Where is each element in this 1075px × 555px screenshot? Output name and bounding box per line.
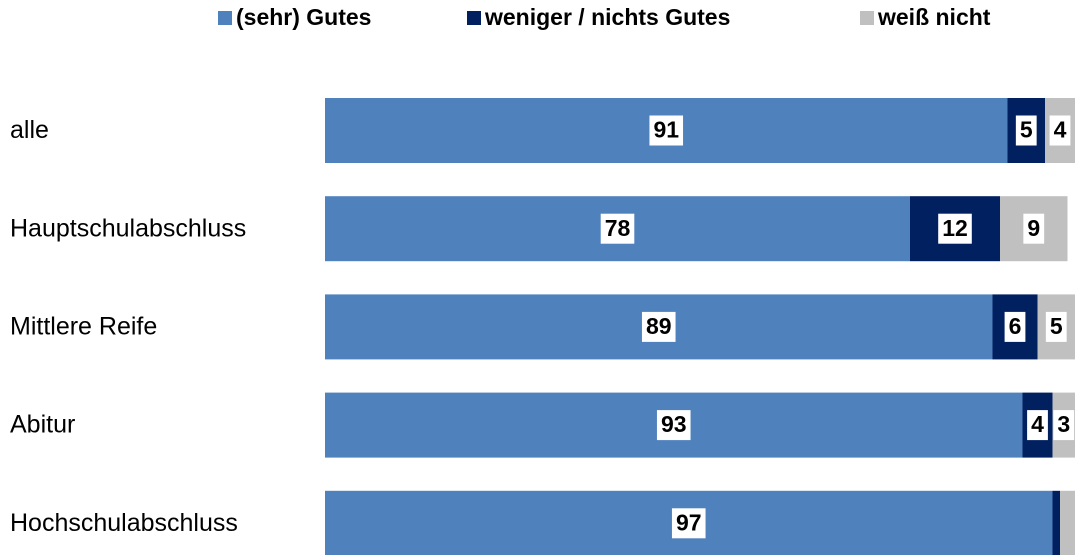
value-label-bg — [1015, 115, 1037, 146]
value-label: 4 — [1031, 411, 1044, 437]
legend-label: (sehr) Gutes — [236, 4, 371, 30]
bar-segment — [1060, 490, 1075, 555]
legend-label: weniger / nichts Gutes — [484, 4, 730, 30]
value-label-bg — [649, 115, 684, 146]
value-label: 3 — [1057, 411, 1070, 437]
legend-swatch — [467, 11, 481, 25]
value-label: 78 — [605, 215, 631, 241]
value-label: 5 — [1050, 313, 1063, 339]
value-label-bg — [656, 410, 691, 441]
value-label-bg — [1053, 410, 1075, 441]
value-label: 9 — [1027, 215, 1040, 241]
value-label-bg — [1004, 311, 1026, 342]
legend-swatch — [860, 11, 874, 25]
category-label: alle — [10, 116, 49, 144]
value-label: 91 — [653, 117, 679, 143]
value-label-bg — [938, 213, 972, 244]
category-label: Hochschulabschluss — [10, 509, 238, 537]
value-label: 6 — [1009, 313, 1022, 339]
category-label: Mittlere Reife — [10, 313, 157, 341]
legend-label: weiß nicht — [877, 4, 991, 30]
category-label: Hauptschulabschluss — [10, 214, 246, 242]
value-label: 5 — [1020, 117, 1033, 143]
value-label-bg — [600, 213, 635, 244]
bar-segment — [1052, 490, 1060, 555]
value-label: 4 — [1054, 117, 1067, 143]
value-label: 89 — [646, 313, 672, 339]
value-label-bg — [641, 311, 676, 342]
value-label-bg — [1027, 410, 1048, 441]
legend-swatch — [218, 11, 232, 25]
value-label: 97 — [676, 509, 702, 535]
value-label: 93 — [661, 411, 687, 437]
value-label: 12 — [942, 215, 968, 241]
value-label-bg — [1049, 115, 1071, 146]
value-label-bg — [1045, 311, 1067, 342]
category-label: Abitur — [10, 411, 75, 439]
value-label-bg — [1023, 213, 1045, 244]
value-label-bg — [671, 508, 706, 539]
